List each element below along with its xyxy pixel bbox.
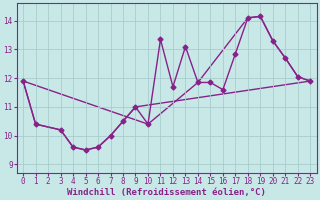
- X-axis label: Windchill (Refroidissement éolien,°C): Windchill (Refroidissement éolien,°C): [67, 188, 266, 197]
